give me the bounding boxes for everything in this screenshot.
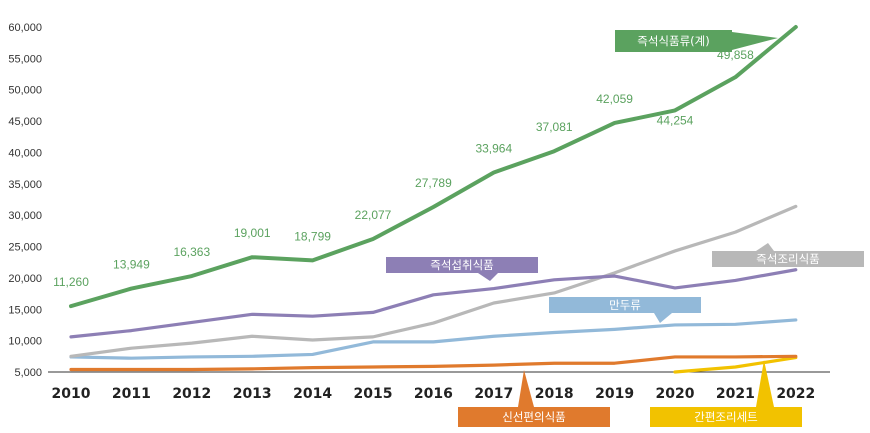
callout-label: 신선편의식품 xyxy=(502,410,565,424)
series-layer xyxy=(69,25,798,374)
data-label: 16,363 xyxy=(173,245,210,259)
y-tick-label: 40,000 xyxy=(8,147,42,159)
callout-box xyxy=(712,251,864,267)
data-label: 13,949 xyxy=(113,258,150,272)
callout-pointer xyxy=(518,370,534,407)
callout-0: 즉석식품류(계) xyxy=(615,30,778,52)
x-tick-label: 2018 xyxy=(535,386,574,402)
x-tick-label: 2013 xyxy=(233,386,272,402)
y-tick-label: 20,000 xyxy=(8,273,42,285)
x-tick-label: 2015 xyxy=(354,386,393,402)
callout-label: 즉석식품류(계) xyxy=(637,34,709,48)
series-4-line xyxy=(69,354,798,372)
data-label-layer: 11,260 13,949 16,363 19,001 18,799 22,077 27,7… xyxy=(53,48,754,289)
y-tick-label: 45,000 xyxy=(8,116,42,128)
series-0-line xyxy=(69,25,798,309)
callout-box xyxy=(549,297,701,313)
callout-box xyxy=(386,257,538,273)
x-tick-label: 2020 xyxy=(656,386,695,402)
x-tick-label: 2019 xyxy=(595,386,634,402)
data-label: 44,254 xyxy=(657,113,694,127)
callout-label: 즉석섭취식품 xyxy=(430,258,493,272)
y-tick-label: 60,000 xyxy=(8,22,42,34)
callout-box xyxy=(458,407,610,427)
y-tick-label: 30,000 xyxy=(8,210,42,222)
y-tick-label: 50,000 xyxy=(8,85,42,97)
callout-pointer xyxy=(756,243,774,251)
callout-box xyxy=(615,30,732,52)
callout-label: 만두류 xyxy=(609,298,641,312)
callout-pointer xyxy=(478,273,498,281)
series-2-line xyxy=(69,204,798,358)
y-tick-label: 35,000 xyxy=(8,179,42,191)
x-tick-label: 2011 xyxy=(112,386,151,402)
data-label: 42,059 xyxy=(596,92,633,106)
callout-5: 간편조리세트 xyxy=(650,360,802,427)
callout-label: 즉석조리식품 xyxy=(756,252,819,266)
data-label: 27,789 xyxy=(415,176,452,190)
y-tick-label: 25,000 xyxy=(8,242,42,254)
callout-pointer xyxy=(654,313,672,323)
x-tick-label: 2021 xyxy=(716,386,755,402)
callout-4: 신선편의식품 xyxy=(458,370,610,427)
x-tick-label: 2016 xyxy=(414,386,453,402)
data-label: 11,260 xyxy=(53,275,89,289)
callout-pointer xyxy=(756,360,774,407)
callout-pointer xyxy=(732,32,778,50)
y-tick-label: 15,000 xyxy=(8,304,42,316)
data-label: 37,081 xyxy=(536,120,573,134)
callout-1: 즉석섭취식품 xyxy=(386,257,538,281)
callout-2: 즉석조리식품 xyxy=(712,243,864,267)
callout-box xyxy=(650,407,802,427)
x-tick-label: 2017 xyxy=(474,386,513,402)
series-5-line xyxy=(673,355,798,374)
y-tick-label: 55,000 xyxy=(8,53,42,65)
callout-3: 만두류 xyxy=(549,297,701,323)
x-tick-label: 2014 xyxy=(293,386,332,402)
y-tick-label: 5,000 xyxy=(14,367,42,379)
y-tick-label: 10,000 xyxy=(8,336,42,348)
series-3-line xyxy=(69,318,798,360)
x-tick-label: 2010 xyxy=(52,386,91,402)
callout-label: 간편조리세트 xyxy=(694,410,757,424)
data-label: 22,077 xyxy=(355,208,392,222)
data-label: 18,799 xyxy=(294,229,331,243)
axis-layer: 5,000 10,000 15,000 20,000 25,000 30,000 35,00… xyxy=(8,22,830,402)
x-tick-label: 2022 xyxy=(776,386,815,402)
x-tick-label: 2012 xyxy=(172,386,211,402)
data-label: 19,001 xyxy=(234,226,271,240)
data-label: 33,964 xyxy=(475,142,512,156)
series-1-line xyxy=(69,268,798,339)
